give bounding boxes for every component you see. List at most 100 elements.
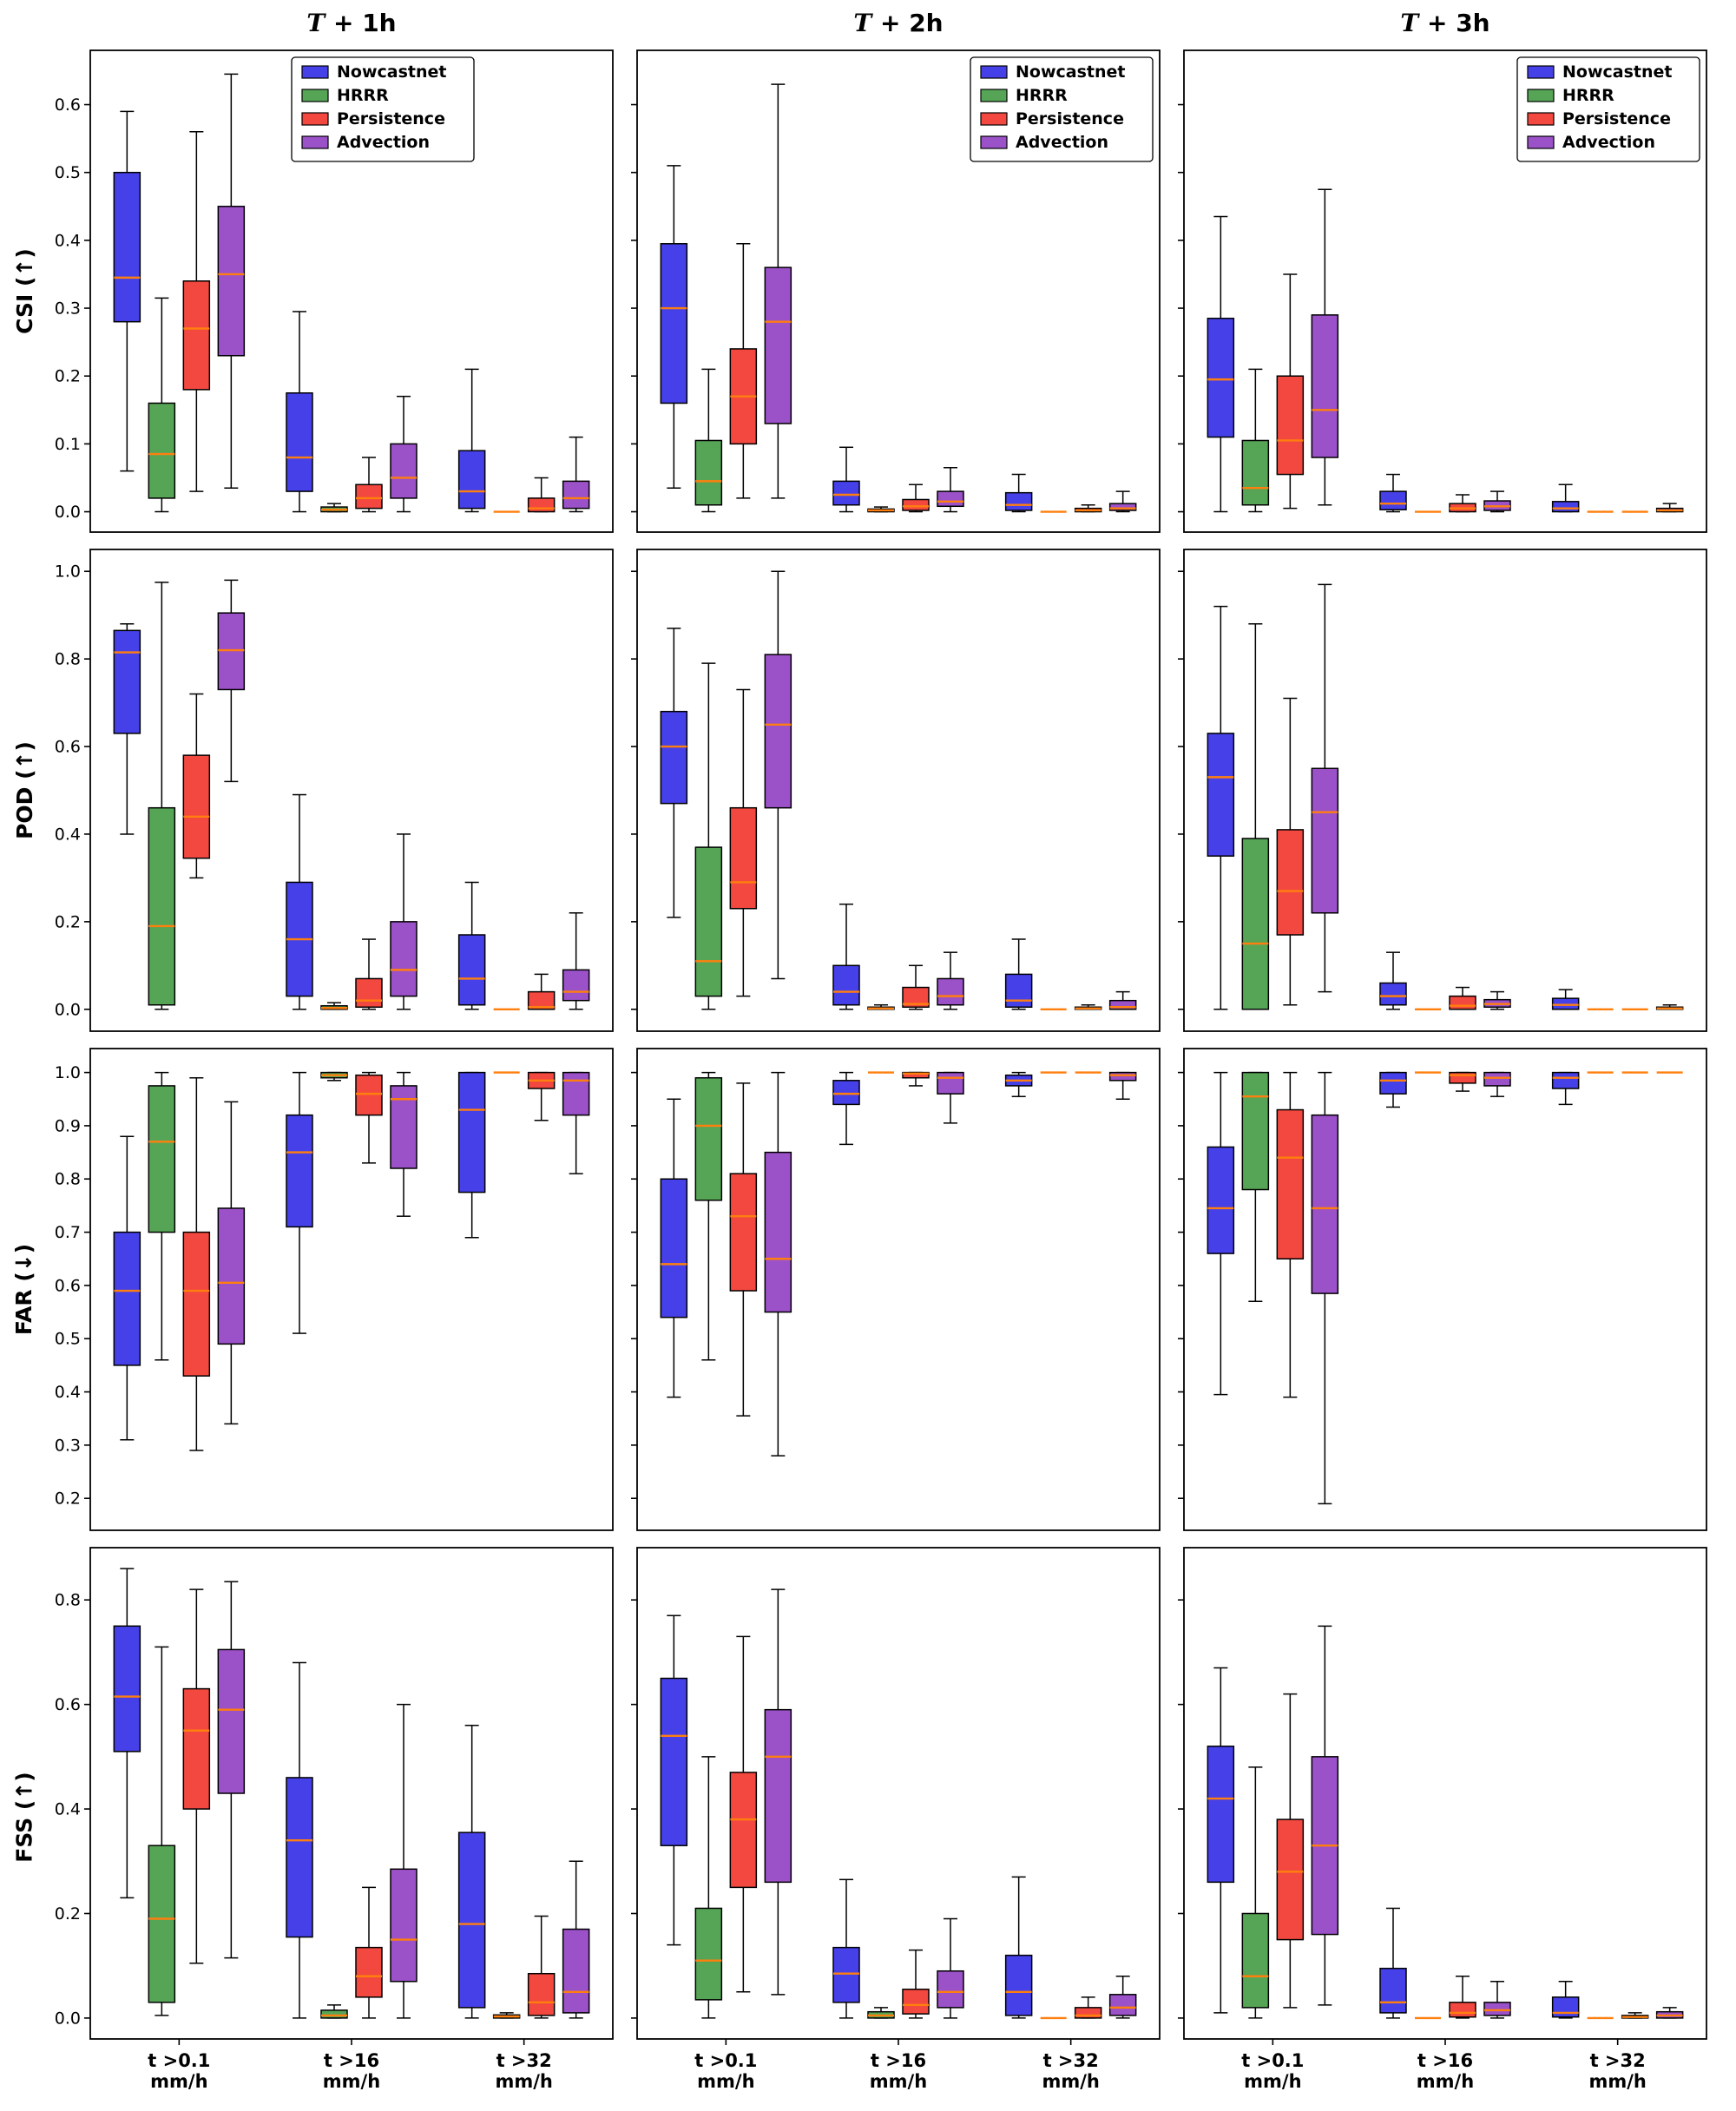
y-tick-label: 0.6 [55,95,81,115]
series-hrrr [1241,368,1614,513]
panel-far-3h [1178,1048,1707,1531]
series-nowcastnet [660,628,1033,1010]
series-hrrr [148,1646,521,2019]
legend-label: Persistence [1016,109,1124,128]
legend-swatch-advection [301,135,329,149]
panel-far-2h [631,1048,1161,1531]
y-tick-label: 0.6 [55,1276,81,1295]
y-tick-label: 0.8 [55,1170,81,1189]
legend-swatch-hrrr [980,89,1008,102]
series-nowcastnet [1207,215,1580,513]
x-tick-label: t >16 [1417,2050,1473,2071]
x-tick-label: t >0.1 [148,2050,210,2071]
y-tick-label: 1.0 [55,1063,81,1082]
y-tick-label: 0.9 [55,1116,81,1135]
boxplot-grid: CSI (↑) 0.0 0.1 0.2 0.3 0.4 0.5 0.6 Nowcastnet HR… [9,42,1736,2095]
panel-csi-3h: Nowcastnet HRRR Persistence Advection [1178,49,1707,533]
series-advection [1311,188,1684,513]
legend-label: HRRR [1562,86,1614,105]
legend: Nowcastnet HRRR Persistence Advection [970,56,1154,162]
series-advection [764,83,1137,513]
panel-row: POD (↑) 0.0 0.2 0.4 0.6 0.8 1.0 [9,541,1736,1040]
y-tick-label: 0.4 [55,825,81,844]
x-tick-label: mm/h [495,2071,552,2092]
series-persistence [729,1635,1102,2019]
series-persistence [729,1071,1101,1417]
series-advection [217,73,590,513]
series-hrrr [148,582,520,1010]
legend-label: Advection [1016,133,1108,152]
series-advection [1311,1625,1684,2019]
row-label-spacer [9,5,40,42]
legend-label: Nowcastnet [337,62,446,82]
y-tick-label: 0.2 [55,912,81,931]
x-tick-label: t >0.1 [694,2050,757,2071]
legend: Nowcastnet HRRR Persistence Advection [291,56,475,162]
column-titles-row: T + 1h T + 2h T + 3h [9,5,1736,42]
row-label: CSI (↑) [11,248,37,334]
series-persistence [182,131,556,513]
legend-label: Advection [337,133,430,152]
series-advection [217,579,590,1010]
row-label: FSS (↑) [11,1771,37,1863]
y-tick-label: 0.4 [55,1383,81,1402]
series-hrrr [694,1071,1067,1361]
x-tick-label: mm/h [1244,2071,1301,2092]
column-title: T + 1h [306,9,397,37]
series-nowcastnet [113,1071,486,1441]
series-advection [764,1588,1137,2019]
series-nowcastnet [1207,1667,1580,2019]
legend-swatch-nowcastnet [301,65,329,79]
y-tick-label: 0.5 [55,1330,81,1349]
y-tick-label: 0.3 [55,299,81,319]
legend-swatch-persistence [980,112,1008,126]
legend-swatch-persistence [1527,112,1555,126]
series-persistence [1276,1071,1648,1398]
panel-row: FAR (↓) 0.2 0.3 0.4 0.5 0.6 0.7 0.8 0.9 1.0 [9,1040,1736,1539]
legend-swatch-advection [1527,135,1555,149]
series-advection [1311,1071,1683,1505]
legend-label: Nowcastnet [1562,62,1672,82]
x-tick-label: mm/h [150,2071,207,2092]
y-tick-label: 1.0 [55,562,81,582]
series-advection [217,1071,590,1425]
series-advection [217,1581,590,2019]
column-title: T + 3h [1400,9,1490,37]
column-title: T + 2h [853,9,944,37]
series-nowcastnet [660,165,1033,513]
y-tick-label: 0.6 [55,738,81,757]
x-tick-label: mm/h [1588,2071,1646,2092]
series-hrrr [694,368,1067,513]
series-persistence [1276,1693,1649,2019]
series-persistence [1276,273,1648,513]
series-nowcastnet [113,623,486,1010]
series-hrrr [148,297,520,513]
series-persistence [182,1071,556,1451]
series-advection [1311,583,1684,1010]
panel-far-1h: 0.2 0.3 0.4 0.5 0.6 0.7 0.8 0.9 1.0 [55,1048,614,1531]
panel-pod-3h [1178,549,1707,1032]
panel-csi-1h: 0.0 0.1 0.2 0.3 0.4 0.5 0.6 Nowcastnet HRRR Persi… [55,49,614,533]
y-tick-label: 0.2 [55,1490,81,1509]
y-tick-label: 0.4 [55,231,81,250]
panel-row: CSI (↑) 0.0 0.1 0.2 0.3 0.4 0.5 0.6 Nowcastnet HR… [9,42,1736,541]
panel-pod-1h: 0.0 0.2 0.4 0.6 0.8 1.0 [55,549,614,1032]
series-hrrr [1241,623,1614,1010]
legend-label: Persistence [337,109,445,128]
y-tick-label: 0.2 [55,367,81,386]
x-tick-label: t >16 [324,2050,379,2071]
series-persistence [1276,697,1648,1010]
series-hrrr [694,662,1067,1010]
legend-swatch-hrrr [1527,89,1555,102]
y-tick-label: 0.0 [55,503,81,522]
legend-swatch-advection [980,135,1008,149]
x-tick-label: t >32 [1043,2050,1099,2071]
series-nowcastnet [1207,1071,1580,1396]
series-hrrr [1241,1071,1614,1303]
y-tick-label: 0.3 [55,1436,81,1455]
legend-label: Advection [1562,133,1655,152]
series-hrrr [1241,1766,1614,2020]
